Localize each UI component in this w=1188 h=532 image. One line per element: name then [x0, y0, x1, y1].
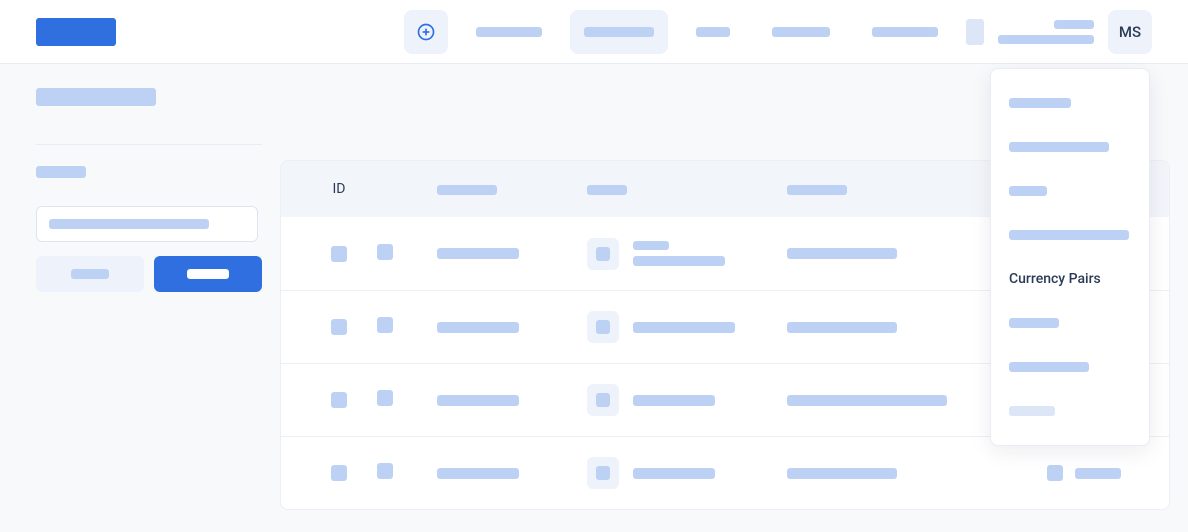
row-icon [587, 311, 619, 343]
dropdown-item-2[interactable] [991, 169, 1149, 213]
nav-misc[interactable] [966, 19, 984, 45]
row-icon [587, 238, 619, 270]
nav-user-line1 [1054, 20, 1094, 29]
dropdown-item-6[interactable] [991, 345, 1149, 389]
row-icon [587, 384, 619, 416]
sidebar-divider [36, 144, 262, 145]
nav-user-line2 [998, 35, 1094, 44]
avatar[interactable]: MS [1108, 10, 1152, 54]
dropdown-item-0[interactable] [991, 81, 1149, 125]
nav-item-2[interactable] [682, 10, 744, 54]
nav-user-info [998, 20, 1094, 44]
filter-ghost-button[interactable] [36, 256, 144, 292]
sidebar-label [36, 166, 86, 178]
table-row[interactable] [281, 436, 1169, 509]
main-content: ID Currency Pairs [280, 64, 1188, 532]
filter-buttons [36, 256, 262, 292]
dropdown-item-1[interactable] [991, 125, 1149, 169]
nav-item-4[interactable] [858, 10, 952, 54]
context-dropdown: Currency Pairs [990, 68, 1150, 446]
nav-item-1[interactable] [570, 10, 668, 54]
page-body: ID Currency Pairs [0, 64, 1188, 532]
th-col-b[interactable] [437, 185, 497, 195]
search-input[interactable] [36, 206, 258, 242]
th-col-c[interactable] [587, 185, 627, 195]
th-col-d[interactable] [787, 185, 847, 195]
primary-nav: MS [404, 10, 1152, 54]
nav-item-0[interactable] [462, 10, 556, 54]
dropdown-item-5[interactable] [991, 301, 1149, 345]
top-bar: MS [0, 0, 1188, 64]
logo[interactable] [36, 18, 116, 46]
nav-item-3[interactable] [758, 10, 844, 54]
dropdown-item-7[interactable] [991, 389, 1149, 433]
avatar-initials: MS [1119, 23, 1141, 41]
dropdown-item-currency-pairs[interactable]: Currency Pairs [991, 257, 1149, 301]
row-icon [587, 457, 619, 489]
filter-primary-button[interactable] [154, 256, 262, 292]
sidebar [0, 64, 280, 532]
page-title [36, 88, 156, 106]
add-button[interactable] [404, 10, 448, 54]
plus-circle-icon [416, 22, 436, 42]
search-placeholder [49, 219, 209, 229]
th-id[interactable]: ID [301, 181, 377, 197]
dropdown-item-3[interactable] [991, 213, 1149, 257]
